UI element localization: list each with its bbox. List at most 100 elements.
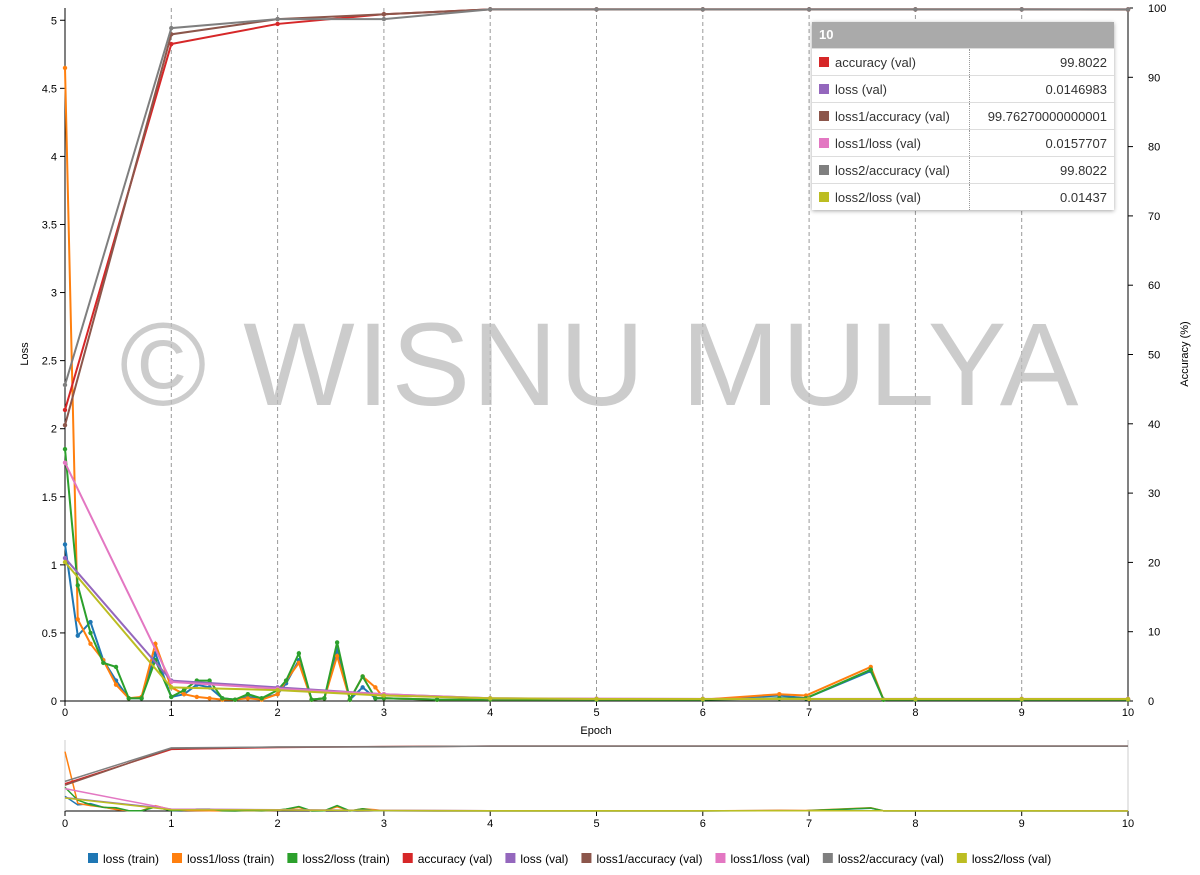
data-point <box>777 691 782 697</box>
data-point <box>245 696 251 701</box>
nav-x-tick-label: 0 <box>62 818 68 830</box>
legend-label: loss2/accuracy (val) <box>838 852 944 866</box>
tooltip-row: loss1/loss (val) 0.0157707 <box>812 129 1114 157</box>
data-point <box>169 679 174 685</box>
x-tick-label: 3 <box>381 707 387 719</box>
data-point <box>381 693 387 698</box>
tooltip-label: accuracy (val) <box>835 54 916 70</box>
data-point <box>194 694 200 700</box>
y-tick-label: 0 <box>51 696 57 708</box>
y2-tick-label: 60 <box>1148 280 1160 292</box>
data-point <box>1019 696 1024 702</box>
tooltip-name: loss2/accuracy (val) <box>812 156 970 184</box>
tooltip-row: loss (val) 0.0146983 <box>812 75 1114 103</box>
data-point <box>913 7 918 12</box>
y-tick-label: 4.5 <box>42 83 57 95</box>
y2-tick-label: 50 <box>1148 350 1160 362</box>
data-point <box>169 25 174 31</box>
tooltip-name: loss1/accuracy (val) <box>812 102 970 130</box>
nav-x-tick-label: 3 <box>381 818 387 830</box>
tooltip-value: 99.8022 <box>968 48 1114 76</box>
data-point <box>62 382 68 388</box>
data-point <box>207 678 212 683</box>
legend-swatch <box>581 853 592 863</box>
y2-tick-label: 0 <box>1148 696 1154 708</box>
nav-x-tick-label: 7 <box>806 818 812 830</box>
data-point <box>62 460 68 465</box>
data-point <box>139 696 144 701</box>
x-tick-label: 2 <box>275 707 281 719</box>
data-point <box>259 696 264 701</box>
x-axis-label: Epoch <box>580 725 611 737</box>
y-tick-label: 5 <box>51 15 57 27</box>
data-point <box>88 619 93 625</box>
data-point <box>62 542 68 547</box>
legend-label: loss1/accuracy (val) <box>596 852 702 866</box>
data-point <box>62 407 68 413</box>
data-point <box>309 697 314 702</box>
data-point <box>275 691 280 697</box>
tooltip-name: loss1/loss (val) <box>812 129 970 157</box>
tooltip-swatch <box>819 56 829 67</box>
series-line <box>64 557 1129 700</box>
y2-tick-label: 30 <box>1148 488 1160 500</box>
data-point <box>220 696 225 701</box>
data-point <box>169 41 174 47</box>
legend-swatch <box>287 853 298 863</box>
y-axis-label: Loss <box>19 342 31 366</box>
data-point <box>373 685 378 690</box>
x-tick-label: 0 <box>62 707 68 719</box>
x-tick-label: 4 <box>487 707 493 719</box>
data-point <box>169 685 174 690</box>
data-point <box>700 696 705 702</box>
data-point <box>245 691 251 697</box>
tooltip-row: accuracy (val) 99.8022 <box>812 48 1114 76</box>
data-point <box>381 12 387 17</box>
nav-x-tick-label: 2 <box>275 818 281 830</box>
data-point <box>75 617 80 622</box>
data-point <box>1125 7 1131 12</box>
y-tick-label: 3.5 <box>42 219 57 231</box>
nav-series-line <box>64 751 1128 812</box>
legend-swatch <box>822 853 833 863</box>
tooltip-row: loss2/accuracy (val) 99.8022 <box>812 156 1114 184</box>
tooltip-name: loss2/loss (val) <box>812 183 970 210</box>
tooltip-value: 99.76270000000001 <box>968 102 1114 130</box>
data-point <box>113 682 119 687</box>
tooltip-label: loss (val) <box>835 81 888 97</box>
legend-swatch <box>956 853 967 863</box>
y-tick-label: 1.5 <box>42 492 57 504</box>
y-tick-label: 4 <box>51 151 57 163</box>
data-point <box>169 694 174 700</box>
data-point <box>62 446 68 452</box>
data-point <box>62 422 68 428</box>
tooltip-swatch <box>819 83 829 94</box>
tooltip-swatch <box>819 191 829 202</box>
data-point <box>88 630 93 636</box>
x-tick-label: 5 <box>593 707 599 719</box>
data-point <box>1125 696 1131 702</box>
nav-x-tick-label: 6 <box>700 818 706 830</box>
y2-tick-label: 100 <box>1148 3 1166 15</box>
tooltip-label: loss2/accuracy (val) <box>835 162 950 178</box>
y2-tick-label: 20 <box>1148 557 1160 569</box>
data-point <box>1019 7 1024 12</box>
x-tick-label: 7 <box>806 707 812 719</box>
legend-label: loss (val) <box>520 852 568 866</box>
data-point <box>360 685 365 690</box>
tooltip: 10 accuracy (val) 99.8022 loss (val) 0.0146… <box>812 22 1114 210</box>
x-tick-label: 6 <box>700 707 706 719</box>
tooltip-swatch <box>819 110 829 121</box>
data-point <box>232 697 238 702</box>
data-point <box>88 641 93 647</box>
data-point <box>296 660 302 666</box>
y2-tick-label: 80 <box>1148 142 1160 154</box>
data-point <box>594 7 599 12</box>
data-point <box>62 555 68 561</box>
tooltip-label: loss2/loss (val) <box>835 189 921 205</box>
tooltip-row: loss1/accuracy (val) 99.76270000000001 <box>812 102 1114 130</box>
data-point <box>62 559 68 565</box>
nav-series-line <box>64 745 1129 783</box>
